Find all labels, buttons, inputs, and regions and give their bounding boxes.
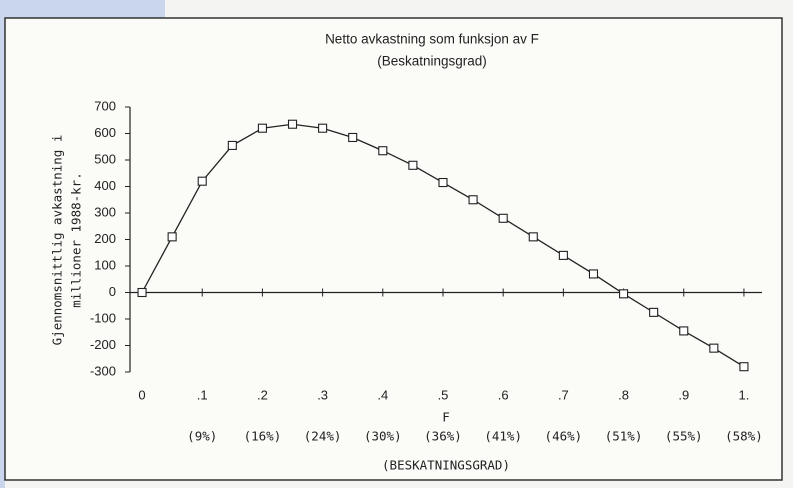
x-tick-label: .3 [317, 387, 328, 402]
data-point [528, 232, 538, 242]
frame-accent [0, 0, 5, 488]
data-point [408, 160, 418, 170]
data-point [438, 177, 448, 188]
x-secondary-label: (41%) [484, 429, 522, 444]
data-point [167, 232, 177, 242]
x-tick-label: .4 [377, 387, 388, 402]
x-tick-label: .8 [618, 387, 629, 402]
data-point [558, 250, 568, 260]
y-tick-label: -300 [90, 363, 116, 378]
x-secondary-label: (9%) [187, 429, 217, 444]
x-secondary-label: (24%) [304, 429, 342, 444]
chart-subtitle: (Beskatningsgrad) [377, 54, 487, 69]
y-tick-label: 600 [94, 125, 116, 140]
data-point [287, 119, 298, 129]
x-secondary-label: (58%) [725, 429, 763, 444]
x-axis-label: F [442, 410, 450, 425]
x-tick-label: .7 [558, 387, 569, 402]
y-tick-label: 500 [94, 151, 116, 166]
x-secondary-label: (51%) [605, 429, 643, 444]
x-secondary-label: (55%) [665, 429, 703, 444]
data-point [588, 269, 599, 279]
y-tick-label: 0 [109, 284, 116, 299]
y-tick-label: 300 [94, 204, 116, 219]
x-secondary-label: (16%) [244, 429, 282, 444]
data-point [498, 213, 508, 223]
frame-accent [0, 0, 165, 18]
y-tick-label: 200 [94, 231, 116, 246]
chart-title: Netto avkastning som funksjon av F [325, 32, 539, 47]
x-secondary-label: (36%) [424, 429, 462, 444]
data-point [197, 176, 207, 186]
data-point [679, 326, 689, 336]
data-point [137, 287, 147, 298]
x-tick-label: 1. [739, 387, 750, 402]
y-axis-label: millioner 1988-kr. [69, 172, 84, 307]
x-tick-label: .6 [498, 387, 509, 402]
data-point [619, 289, 629, 299]
x-tick-label: .5 [438, 387, 449, 402]
chart-frame [4, 17, 783, 481]
data-point [348, 132, 358, 143]
data-point [257, 123, 267, 133]
y-tick-label: 400 [94, 178, 116, 193]
x-secondary-label: (46%) [545, 429, 583, 444]
data-point [739, 362, 749, 372]
x-secondary-title: (BESKATNINGSGRAD) [382, 458, 510, 473]
y-tick-label: -100 [90, 310, 116, 325]
data-point [227, 140, 237, 150]
y-axis-label: Gjennomsnittlig avkastning i [50, 135, 65, 346]
x-secondary-label: (30%) [364, 429, 402, 444]
data-point [468, 195, 478, 205]
y-tick-label: 700 [94, 98, 116, 113]
x-tick-label: .1 [197, 387, 208, 402]
x-tick-label: 0 [138, 387, 145, 402]
y-tick-label: -200 [90, 337, 116, 352]
data-point [649, 307, 659, 317]
data-point [709, 343, 719, 353]
y-tick-label: 100 [94, 257, 116, 272]
data-point [378, 146, 388, 156]
x-tick-label: .9 [678, 387, 689, 402]
data-point [318, 123, 328, 133]
x-tick-label: .2 [257, 387, 268, 402]
